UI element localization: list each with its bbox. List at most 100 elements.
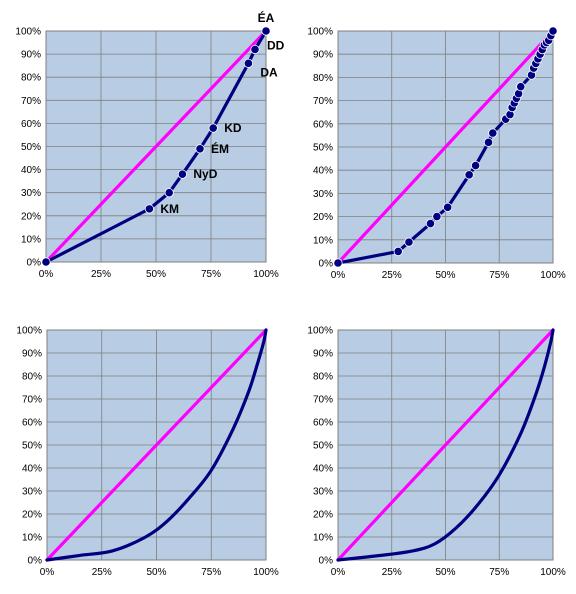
y-tick-label: 30% xyxy=(313,487,333,498)
lorenz-curve-line xyxy=(45,328,268,562)
x-tick-label: 25% xyxy=(91,269,111,280)
data-point-marker xyxy=(488,128,498,138)
x-tick-label: 50% xyxy=(146,567,166,578)
plot-border xyxy=(337,329,554,561)
y-tick-label: 100% xyxy=(307,326,333,337)
chart-panel-bottom-right: 0% 10% 20% 30% 40% 50% 60% 70% 80% 90% 100% 0% 25% 50… xyxy=(307,326,565,579)
equality-line xyxy=(45,328,268,562)
data-point-marker xyxy=(164,188,174,198)
y-tick-label: 60% xyxy=(313,418,333,429)
x-tick-label: 75% xyxy=(489,270,509,281)
y-tick-label: 30% xyxy=(313,189,333,200)
data-point-marker xyxy=(404,237,414,247)
y-tick-label: 20% xyxy=(313,212,333,223)
y-tick-label: 90% xyxy=(22,349,42,360)
point-label-DA: DA xyxy=(260,65,278,79)
point-label-NyD: NyD xyxy=(193,167,217,181)
y-tick-label: 80% xyxy=(313,73,333,84)
y-tick-label: 40% xyxy=(21,165,41,176)
x-tick-label: 50% xyxy=(435,270,455,281)
y-tick-label: 10% xyxy=(313,235,333,246)
y-tick-label: 0% xyxy=(319,259,334,270)
point-label-KD: KD xyxy=(224,121,242,135)
y-tick-label: 40% xyxy=(22,464,42,475)
data-point-marker xyxy=(41,257,51,267)
x-tick-label: 25% xyxy=(382,567,402,578)
y-tick-label: 40% xyxy=(313,166,333,177)
y-tick-label: 100% xyxy=(16,326,42,337)
y-tick-label: 0% xyxy=(319,556,334,567)
y-tick-label: 50% xyxy=(21,142,41,153)
x-tick-label: 75% xyxy=(201,567,221,578)
x-tick-label: 25% xyxy=(92,567,112,578)
x-tick-label: 100% xyxy=(540,567,566,578)
x-tick-label: 50% xyxy=(435,567,455,578)
x-tick-label: 0% xyxy=(331,270,346,281)
y-tick-label: 30% xyxy=(21,188,41,199)
x-tick-label: 50% xyxy=(146,269,166,280)
plot-border xyxy=(45,30,267,263)
data-point-marker xyxy=(548,26,558,36)
y-tick-label: 60% xyxy=(22,418,42,429)
x-tick-label: 0% xyxy=(331,567,346,578)
equality-line xyxy=(336,29,555,265)
y-tick-label: 70% xyxy=(21,96,41,107)
y-tick-label: 20% xyxy=(21,211,41,222)
plot-border xyxy=(46,329,267,561)
data-point-marker xyxy=(483,137,494,147)
chart-panel-bottom-left: 0% 10% 20% 30% 40% 50% 60% 70% 80% 90% 100% 0% 25% 50… xyxy=(16,326,278,579)
y-tick-label: 80% xyxy=(22,372,42,383)
y-tick-label: 50% xyxy=(22,441,42,452)
equality-line xyxy=(336,328,555,562)
data-point-marker xyxy=(250,44,260,55)
data-point-marker xyxy=(177,169,187,179)
data-point-marker xyxy=(432,212,442,222)
y-tick-label: 50% xyxy=(313,143,333,154)
x-tick-label: 0% xyxy=(39,269,54,280)
x-tick-label: 100% xyxy=(540,270,566,281)
y-tick-label: 10% xyxy=(22,533,42,544)
y-tick-label: 70% xyxy=(22,395,42,406)
y-tick-label: 70% xyxy=(313,96,333,107)
point-label-KM: KM xyxy=(160,202,179,216)
data-point-marker xyxy=(208,123,218,133)
y-tick-label: 100% xyxy=(307,27,333,38)
chart-panel-top-left: 0% 10% 20% 30% 40% 50% 60% 70% 80% 90% 100% 0% 25% 50… xyxy=(15,10,284,280)
x-tick-label: 0% xyxy=(40,567,55,578)
point-label-DD: DD xyxy=(267,38,285,52)
y-tick-label: 40% xyxy=(313,464,333,475)
data-point-marker xyxy=(144,204,154,214)
data-point-marker xyxy=(516,82,526,92)
x-tick-label: 100% xyxy=(253,269,279,280)
y-tick-label: 20% xyxy=(22,510,42,521)
y-tick-label: 100% xyxy=(15,27,41,38)
y-tick-label: 50% xyxy=(313,441,333,452)
y-tick-label: 60% xyxy=(313,119,333,130)
chart-panel-top-right: 0% 10% 20% 30% 40% 50% 60% 70% 80% 90% 100% 0% 25% 50… xyxy=(307,26,566,281)
x-tick-label: 25% xyxy=(382,270,402,281)
y-tick-label: 60% xyxy=(21,119,41,130)
data-point-marker xyxy=(195,144,205,154)
data-point-marker xyxy=(464,170,474,180)
data-point-marker xyxy=(393,246,403,256)
y-tick-label: 90% xyxy=(313,349,333,360)
data-point-marker xyxy=(425,218,436,229)
y-tick-label: 20% xyxy=(313,510,333,521)
y-tick-label: 30% xyxy=(22,487,42,498)
data-point-marker xyxy=(443,202,453,212)
y-tick-label: 10% xyxy=(313,533,333,544)
lorenz-curve-line xyxy=(336,328,555,562)
data-point-marker xyxy=(261,26,271,36)
x-tick-label: 75% xyxy=(489,567,509,578)
equality-line xyxy=(44,29,268,264)
y-tick-label: 0% xyxy=(28,556,43,567)
y-tick-label: 90% xyxy=(21,50,41,61)
y-tick-label: 10% xyxy=(21,234,41,245)
data-point-marker xyxy=(243,58,253,68)
plot-border xyxy=(337,30,554,264)
point-label-ÉA: ÉA xyxy=(258,10,275,25)
y-tick-label: 80% xyxy=(21,73,41,84)
x-tick-label: 75% xyxy=(201,269,221,280)
y-tick-label: 80% xyxy=(313,372,333,383)
